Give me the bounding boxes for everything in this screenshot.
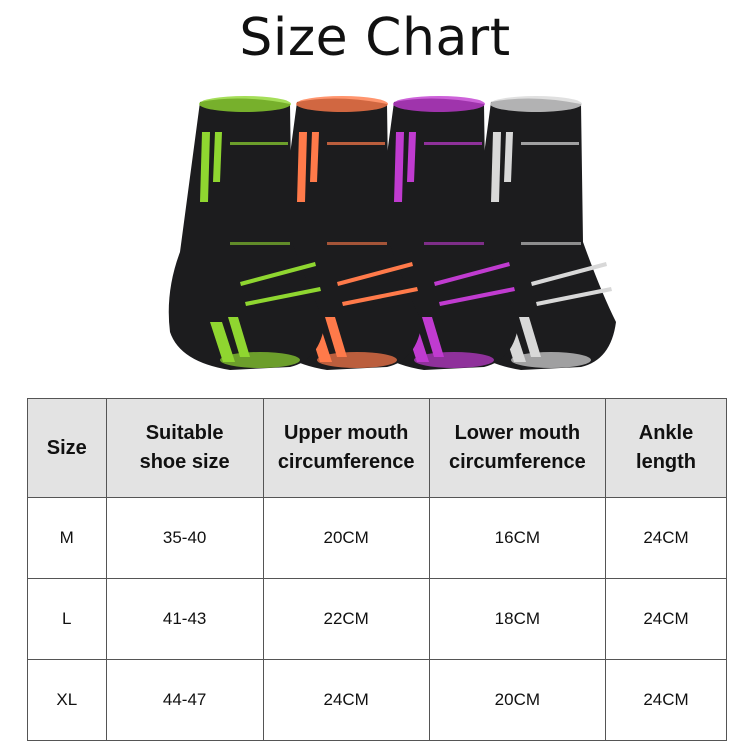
cell: 18CM — [428, 578, 607, 660]
header-cell: Ankle length — [605, 398, 727, 498]
page-title: Size Chart — [239, 8, 511, 68]
sleeve — [168, 96, 325, 370]
table-row: L 41-43 22CM 18CM 24CM — [27, 578, 727, 660]
header-cell: Size — [27, 398, 107, 498]
header-cell: Lower mouth circumference — [428, 398, 607, 498]
header-cell: Upper mouth circumference — [262, 398, 430, 498]
cell: 20CM — [262, 497, 430, 579]
cell: 24CM — [262, 659, 430, 741]
cell: 22CM — [262, 578, 430, 660]
cell: 16CM — [428, 497, 607, 579]
size-table: Size Suitable shoe size Upper mouth circ… — [27, 398, 727, 741]
ankle-sleeve-image — [168, 96, 616, 370]
table-row: M 35-40 20CM 16CM 24CM — [27, 497, 727, 579]
table-row: XL 44-47 24CM 20CM 24CM — [27, 659, 727, 741]
cell: 24CM — [605, 578, 727, 660]
cell: 44-47 — [105, 659, 264, 741]
cell: L — [27, 578, 107, 660]
header-row: Size Suitable shoe size Upper mouth circ… — [27, 398, 727, 498]
cell: M — [27, 497, 107, 579]
cell: 24CM — [605, 497, 727, 579]
cell: 35-40 — [105, 497, 264, 579]
cell: 24CM — [605, 659, 727, 741]
cell: 41-43 — [105, 578, 264, 660]
cell: 20CM — [428, 659, 607, 741]
cell: XL — [27, 659, 107, 741]
header-cell: Suitable shoe size — [105, 398, 264, 498]
